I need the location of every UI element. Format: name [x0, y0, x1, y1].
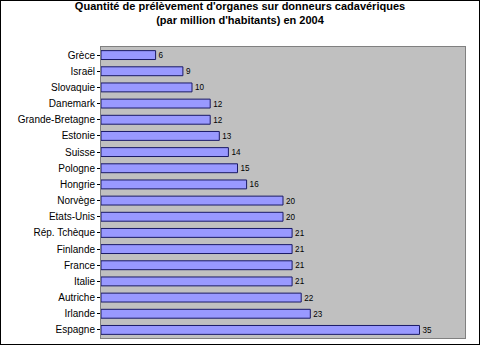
- svg-text:21: 21: [295, 229, 305, 238]
- svg-text:Slovaquie: Slovaquie: [51, 82, 95, 93]
- svg-text:Hongrie: Hongrie: [60, 179, 95, 190]
- svg-text:Danemark: Danemark: [49, 98, 96, 109]
- svg-text:16: 16: [250, 180, 260, 189]
- svg-text:23: 23: [313, 310, 323, 319]
- svg-text:6: 6: [159, 51, 164, 60]
- svg-text:Suisse: Suisse: [65, 147, 95, 158]
- svg-text:14: 14: [231, 148, 241, 157]
- svg-text:Quantité de prélèvement d'orga: Quantité de prélèvement d'organes sur do…: [75, 1, 405, 26]
- svg-text:Finlande: Finlande: [57, 244, 96, 255]
- svg-text:35: 35: [423, 326, 433, 335]
- svg-text:Norvège: Norvège: [57, 195, 95, 206]
- svg-text:Rép. Tchèque: Rép. Tchèque: [33, 227, 95, 238]
- svg-text:Italie: Italie: [74, 276, 96, 287]
- svg-text:20: 20: [286, 197, 296, 206]
- svg-text:12: 12: [213, 100, 223, 109]
- svg-text:13: 13: [222, 132, 232, 141]
- svg-text:Espagne: Espagne: [56, 324, 96, 335]
- svg-text:21: 21: [295, 277, 305, 286]
- svg-text:9: 9: [186, 67, 191, 76]
- svg-text:Pologne: Pologne: [58, 163, 95, 174]
- svg-text:Irlande: Irlande: [64, 308, 95, 319]
- svg-text:22: 22: [304, 294, 314, 303]
- svg-text:Etats-Unis: Etats-Unis: [49, 211, 95, 222]
- svg-text:Israël: Israël: [71, 66, 95, 77]
- svg-text:21: 21: [295, 261, 305, 270]
- svg-text:France: France: [64, 260, 96, 271]
- svg-text:Grande-Bretagne: Grande-Bretagne: [18, 114, 96, 125]
- svg-text:Grèce: Grèce: [68, 50, 96, 61]
- svg-text:20: 20: [286, 213, 296, 222]
- svg-text:Autriche: Autriche: [58, 292, 95, 303]
- svg-text:15: 15: [241, 164, 251, 173]
- svg-text:21: 21: [295, 245, 305, 254]
- svg-text:10: 10: [195, 83, 205, 92]
- svg-text:Estonie: Estonie: [62, 130, 96, 141]
- svg-text:12: 12: [213, 116, 223, 125]
